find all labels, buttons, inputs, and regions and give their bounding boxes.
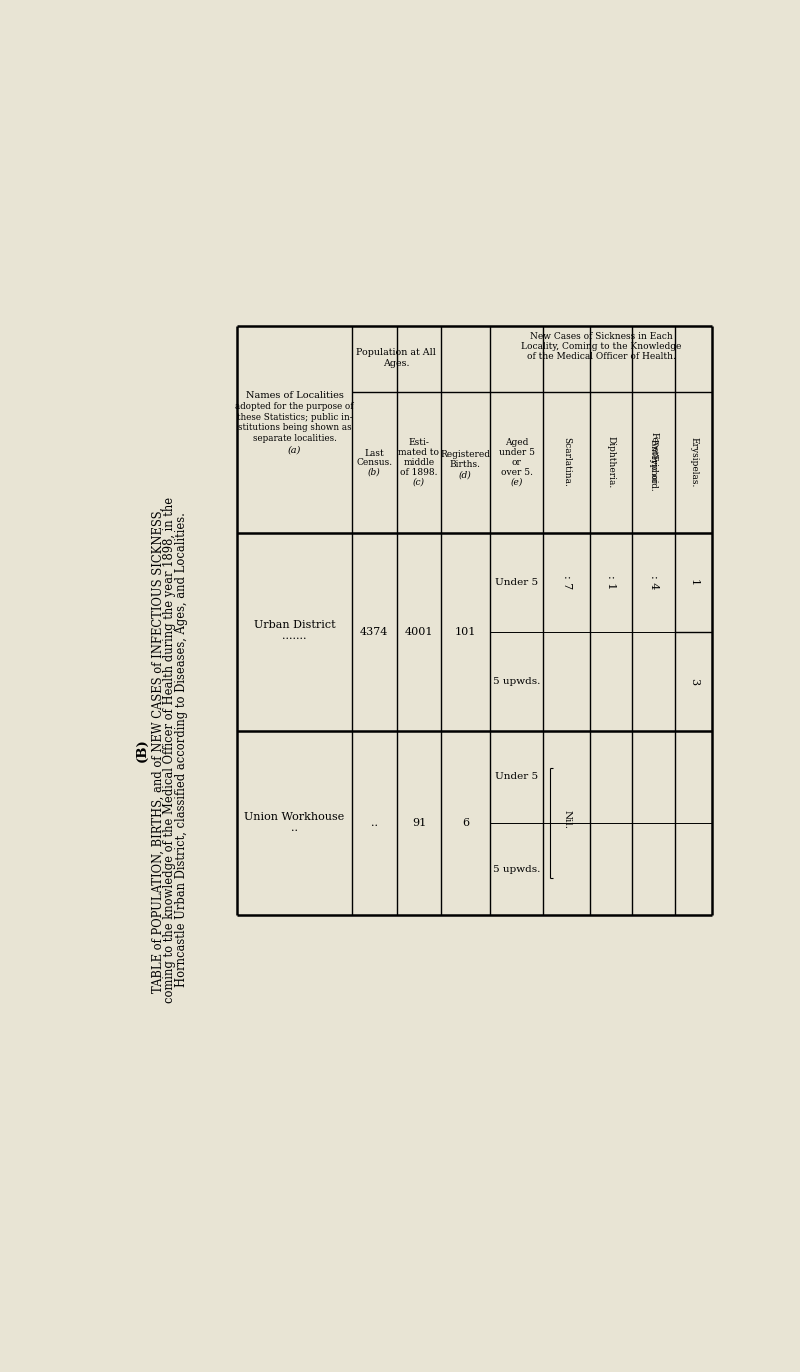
Text: Diphtheria.: Diphtheria. bbox=[606, 436, 616, 488]
Text: Names of Localities: Names of Localities bbox=[246, 391, 343, 401]
Text: separate localities.: separate localities. bbox=[253, 435, 337, 443]
Text: or: or bbox=[512, 458, 522, 466]
Text: Enteric or: Enteric or bbox=[650, 439, 658, 483]
Text: 5 upwds.: 5 upwds. bbox=[493, 864, 540, 874]
Text: these Statistics; public in-: these Statistics; public in- bbox=[237, 413, 352, 421]
Text: Esti-: Esti- bbox=[409, 438, 430, 447]
Text: 3: 3 bbox=[689, 678, 698, 685]
Text: middle: middle bbox=[403, 458, 434, 466]
Text: Horncastle Urban District, classified according to Diseases, Ages, and Localitie: Horncastle Urban District, classified ac… bbox=[175, 512, 188, 988]
Text: : 7: : 7 bbox=[562, 575, 571, 590]
Text: 1: 1 bbox=[689, 579, 698, 586]
Text: 4001: 4001 bbox=[405, 627, 433, 637]
Text: (a): (a) bbox=[288, 445, 302, 454]
Text: Fever—: Fever— bbox=[650, 432, 658, 465]
Text: Erysipelas.: Erysipelas. bbox=[689, 438, 698, 487]
Text: Under 5: Under 5 bbox=[495, 578, 538, 587]
Text: (c): (c) bbox=[413, 477, 425, 487]
Text: (b): (b) bbox=[368, 468, 381, 476]
Text: Under 5: Under 5 bbox=[495, 772, 538, 781]
Text: Locality, Coming to the Knowledge: Locality, Coming to the Knowledge bbox=[521, 342, 682, 351]
Text: ..: .. bbox=[291, 823, 298, 833]
Text: Ages.: Ages. bbox=[383, 359, 410, 368]
Text: of 1898.: of 1898. bbox=[400, 468, 438, 476]
Text: coming to the knowledge of the Medical Officer of Health during the year 1898, i: coming to the knowledge of the Medical O… bbox=[163, 497, 176, 1003]
Text: 4374: 4374 bbox=[360, 627, 389, 637]
Text: Urban District: Urban District bbox=[254, 620, 335, 631]
Text: Aged: Aged bbox=[505, 438, 528, 447]
Text: 5 upwds.: 5 upwds. bbox=[493, 676, 540, 686]
Text: Census.: Census. bbox=[356, 458, 393, 466]
Text: Births.: Births. bbox=[450, 460, 481, 469]
Text: Scarlatina.: Scarlatina. bbox=[562, 438, 571, 487]
Text: 91: 91 bbox=[412, 818, 426, 827]
Text: of the Medical Officer of Health.: of the Medical Officer of Health. bbox=[526, 351, 675, 361]
Text: Last: Last bbox=[365, 449, 384, 457]
Text: mated to: mated to bbox=[398, 447, 439, 457]
Text: 6: 6 bbox=[462, 818, 469, 827]
Text: Union Workhouse: Union Workhouse bbox=[245, 812, 345, 822]
Text: stitutions being shown as: stitutions being shown as bbox=[238, 424, 351, 432]
Text: : 4: : 4 bbox=[649, 575, 658, 590]
Text: over 5.: over 5. bbox=[501, 468, 533, 476]
Text: Nil.: Nil. bbox=[562, 809, 571, 829]
Text: (B): (B) bbox=[136, 738, 149, 761]
Text: Population at All: Population at All bbox=[357, 348, 436, 357]
Text: .......: ....... bbox=[282, 631, 306, 641]
Text: : 1: : 1 bbox=[606, 575, 616, 590]
Text: Typhoid.: Typhoid. bbox=[650, 454, 658, 491]
Text: TABLE of POPULATION, BIRTHS, and of NEW CASES of INFECTIOUS SICKNESS,: TABLE of POPULATION, BIRTHS, and of NEW … bbox=[152, 506, 165, 993]
Text: under 5: under 5 bbox=[498, 447, 534, 457]
Text: 101: 101 bbox=[454, 627, 476, 637]
Text: ..: .. bbox=[371, 818, 378, 827]
Text: (e): (e) bbox=[510, 477, 522, 487]
Text: Registered: Registered bbox=[441, 450, 490, 460]
Text: adopted for the purpose of: adopted for the purpose of bbox=[235, 402, 354, 412]
Text: New Cases of Sickness in Each: New Cases of Sickness in Each bbox=[530, 332, 673, 340]
Text: (d): (d) bbox=[459, 471, 472, 479]
